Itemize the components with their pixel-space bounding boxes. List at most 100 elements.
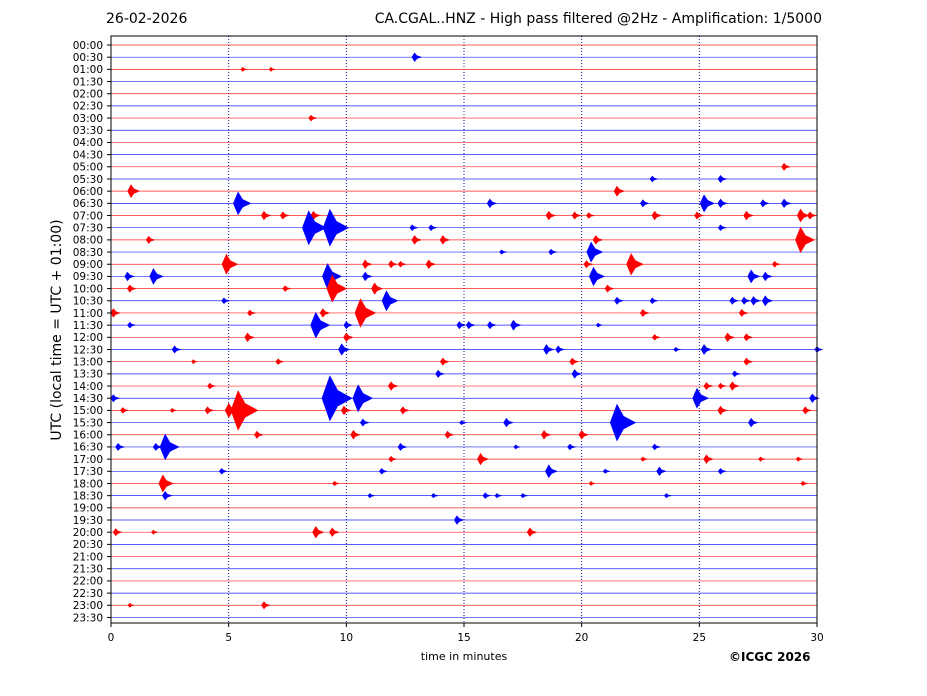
seismic-event xyxy=(149,268,164,285)
seismic-event xyxy=(717,468,728,475)
seismic-event xyxy=(159,433,180,461)
seismic-event xyxy=(738,308,749,317)
seismic-event xyxy=(555,345,566,354)
y-tick-label: 21:30 xyxy=(73,564,103,576)
y-tick-label: 11:30 xyxy=(73,320,103,332)
seismic-event xyxy=(158,474,174,493)
seismic-event xyxy=(613,185,626,197)
y-tick-label: 11:00 xyxy=(73,308,103,320)
y-tick-label: 21:00 xyxy=(73,551,103,563)
seismic-event xyxy=(362,271,373,282)
seismic-event xyxy=(656,466,667,477)
seismic-event xyxy=(651,210,663,221)
seismic-event xyxy=(567,443,577,451)
y-tick-label: 04:00 xyxy=(73,137,103,149)
y-tick-label: 18:00 xyxy=(73,478,103,490)
seismic-event xyxy=(807,211,817,220)
seismic-event xyxy=(397,442,408,451)
seismic-event xyxy=(145,235,156,244)
y-tick-label: 15:00 xyxy=(73,405,103,417)
seismic-event xyxy=(757,456,766,462)
seismic-event xyxy=(780,198,792,209)
seismic-event xyxy=(352,384,374,413)
seismic-event xyxy=(717,175,728,183)
seismic-event xyxy=(526,527,538,537)
seismic-event xyxy=(743,210,754,221)
y-tick-label: 12:30 xyxy=(73,344,103,356)
y-tick-label: 14:30 xyxy=(73,393,103,405)
seismic-event xyxy=(592,235,604,245)
seismic-event xyxy=(378,468,389,475)
seismic-event xyxy=(486,198,498,209)
seismic-event xyxy=(127,321,137,329)
seismic-event xyxy=(614,296,624,305)
seismic-event xyxy=(795,456,804,462)
seismic-event xyxy=(609,403,637,442)
copyright-label: ©ICGC 2026 xyxy=(729,650,811,664)
seismic-event xyxy=(694,211,704,220)
seismic-event xyxy=(169,407,177,413)
seismic-event xyxy=(191,359,199,365)
x-tick-label: 15 xyxy=(457,632,470,644)
seismic-event xyxy=(230,390,259,431)
seismic-event xyxy=(120,407,130,414)
y-tick-label: 03:30 xyxy=(73,125,103,137)
seismic-event xyxy=(545,210,557,221)
seismic-event xyxy=(343,321,354,330)
seismic-event xyxy=(540,430,552,440)
seismic-event xyxy=(814,346,824,353)
y-tick-label: 19:00 xyxy=(73,503,103,515)
seismic-event xyxy=(771,260,782,268)
seismic-event xyxy=(510,319,522,331)
x-tick-label: 5 xyxy=(225,632,232,644)
y-tick-label: 18:30 xyxy=(73,490,103,502)
seismic-event xyxy=(319,308,331,318)
seismic-event xyxy=(359,418,370,427)
seismic-event xyxy=(162,490,173,501)
y-tick-label: 02:30 xyxy=(73,101,103,113)
seismic-event xyxy=(399,406,410,415)
seismic-event xyxy=(626,253,644,276)
seismic-event xyxy=(761,295,774,307)
seismic-event xyxy=(254,430,264,439)
seismic-event xyxy=(329,527,340,537)
y-tick-label: 04:30 xyxy=(73,149,103,161)
seismic-event xyxy=(545,464,558,479)
grid-layer xyxy=(228,36,700,623)
seismic-event xyxy=(435,369,446,378)
seismic-event xyxy=(371,282,384,295)
y-tick-label: 16:30 xyxy=(73,442,103,454)
seismic-event xyxy=(453,515,465,525)
seismic-event xyxy=(428,224,438,231)
seismic-event xyxy=(247,309,257,317)
y-tick-label: 10:00 xyxy=(73,283,103,295)
x-tick-label: 30 xyxy=(810,632,823,644)
y-tick-label: 01:30 xyxy=(73,76,103,88)
seismic-event xyxy=(589,266,605,287)
seismic-event xyxy=(649,175,659,183)
y-tick-label: 02:00 xyxy=(73,89,103,101)
seismic-event xyxy=(362,259,373,269)
y-tick-label: 01:00 xyxy=(73,64,103,76)
seismic-event xyxy=(703,454,714,464)
y-tick-label: 13:00 xyxy=(73,356,103,368)
seismic-event xyxy=(494,493,502,499)
seismic-event xyxy=(602,468,611,474)
seismic-event xyxy=(809,393,820,403)
seismic-event xyxy=(520,493,528,499)
seismic-event xyxy=(397,260,407,268)
trace-layer xyxy=(110,44,824,618)
y-tick-label: 09:30 xyxy=(73,271,103,283)
seismic-event xyxy=(748,417,759,428)
seismic-event xyxy=(340,405,352,416)
seismic-event xyxy=(456,321,467,330)
y-tick-label: 09:00 xyxy=(73,259,103,271)
axis-layer: 00:0000:3001:0001:3002:0002:3003:0003:30… xyxy=(73,35,824,644)
seismic-event xyxy=(548,248,558,256)
y-tick-label: 12:00 xyxy=(73,332,103,344)
y-tick-label: 20:00 xyxy=(73,527,103,539)
seismic-event xyxy=(367,493,375,499)
seismic-event xyxy=(717,198,729,209)
date-label: 26-02-2026 xyxy=(106,11,188,27)
